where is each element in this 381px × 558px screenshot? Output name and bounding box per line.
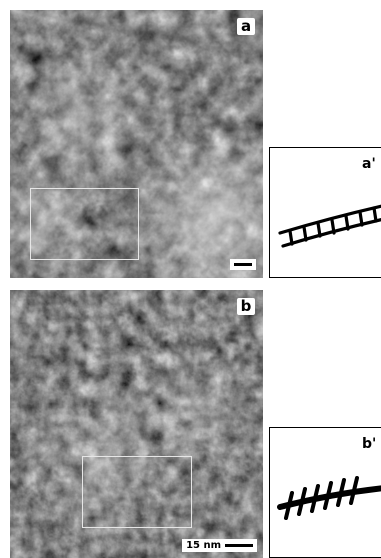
scale-bar-a xyxy=(230,259,256,270)
micrograph-b: b 15 nm xyxy=(10,290,263,558)
ladder-diagram xyxy=(278,204,381,248)
helix-diagram xyxy=(277,476,381,520)
schematic-b-prime: b' xyxy=(269,427,381,558)
micrograph-a: a xyxy=(10,10,263,278)
schematic-a-prime: a' xyxy=(269,147,381,278)
roi-box-b xyxy=(82,456,192,528)
roi-box-a xyxy=(30,188,139,260)
schematic-label-a-prime: a' xyxy=(362,156,376,172)
scale-bar-line xyxy=(225,544,253,547)
scale-bar-b: 15 nm xyxy=(182,539,257,552)
schematic-label-b-prime: b' xyxy=(362,436,377,452)
scale-bar-label: 15 nm xyxy=(186,540,221,551)
panel-label-b: b xyxy=(237,298,255,315)
panel-label-a: a xyxy=(237,18,255,35)
micrograph-b-texture xyxy=(10,290,263,558)
micrograph-a-texture xyxy=(10,10,263,278)
